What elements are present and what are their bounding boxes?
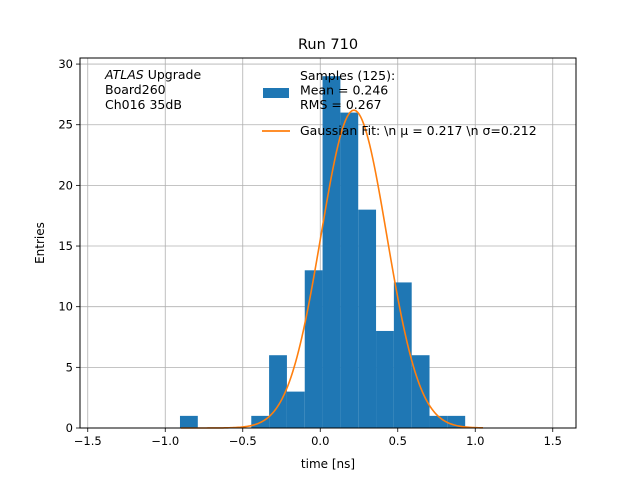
- histogram-bar: [429, 415, 448, 428]
- annotation-line: ATLAS Upgrade: [104, 67, 201, 82]
- histogram-bar: [304, 270, 323, 428]
- legend-label-histogram: Samples (125):: [300, 68, 395, 83]
- legend-patch-histogram: [263, 88, 289, 98]
- histogram-bar: [322, 76, 341, 429]
- legend-label-histogram: RMS = 0.267: [300, 97, 382, 112]
- histogram-bars: [179, 76, 466, 429]
- y-tick-label: 20: [58, 178, 73, 192]
- histogram-bar: [411, 355, 430, 428]
- histogram-bar: [376, 330, 394, 428]
- y-tick-label: 10: [58, 300, 73, 314]
- y-tick-label: 0: [66, 421, 73, 435]
- histogram-bar: [269, 355, 287, 428]
- plot-frame: [79, 57, 577, 429]
- x-tick-label: 0.0: [311, 434, 329, 448]
- x-tick-label: 1.0: [466, 434, 484, 448]
- histogram-bar: [179, 415, 198, 428]
- y-tick-label: 5: [66, 360, 73, 374]
- histogram-bar: [286, 391, 305, 428]
- y-tick-label: 30: [58, 57, 73, 71]
- histogram-bar: [358, 209, 377, 428]
- axis-ticks: −1.5 −1.0 −0.5 0.0 0.5 1.0 1.5 0 5 10 15 20 25 30: [58, 57, 562, 448]
- legend: Samples (125): Mean = 0.246 RMS = 0.267 G…: [262, 68, 537, 138]
- annotation-text: ATLAS Upgrade Board260 Ch016 35dB: [104, 67, 201, 112]
- x-tick-label: −0.5: [229, 434, 257, 448]
- y-tick-label: 25: [58, 118, 73, 132]
- histogram-bar: [340, 112, 359, 429]
- x-tick-label: 0.5: [389, 434, 407, 448]
- x-axis-label: time [ns]: [301, 457, 355, 471]
- y-axis-label: Entries: [33, 222, 47, 264]
- y-tick-label: 15: [58, 239, 73, 253]
- x-tick-label: −1.0: [151, 434, 179, 448]
- histogram-bar: [393, 282, 412, 428]
- legend-label-fit: Gaussian Fit: \n μ = 0.217 \n σ=0.212: [300, 123, 537, 138]
- x-tick-label: −1.5: [74, 434, 102, 448]
- annotation-line: Board260: [105, 82, 166, 97]
- chart-title: Run 710: [298, 37, 358, 53]
- annotation-line: Ch016 35dB: [105, 97, 182, 112]
- x-tick-label: 1.5: [544, 434, 562, 448]
- legend-label-histogram: Mean = 0.246: [300, 83, 388, 98]
